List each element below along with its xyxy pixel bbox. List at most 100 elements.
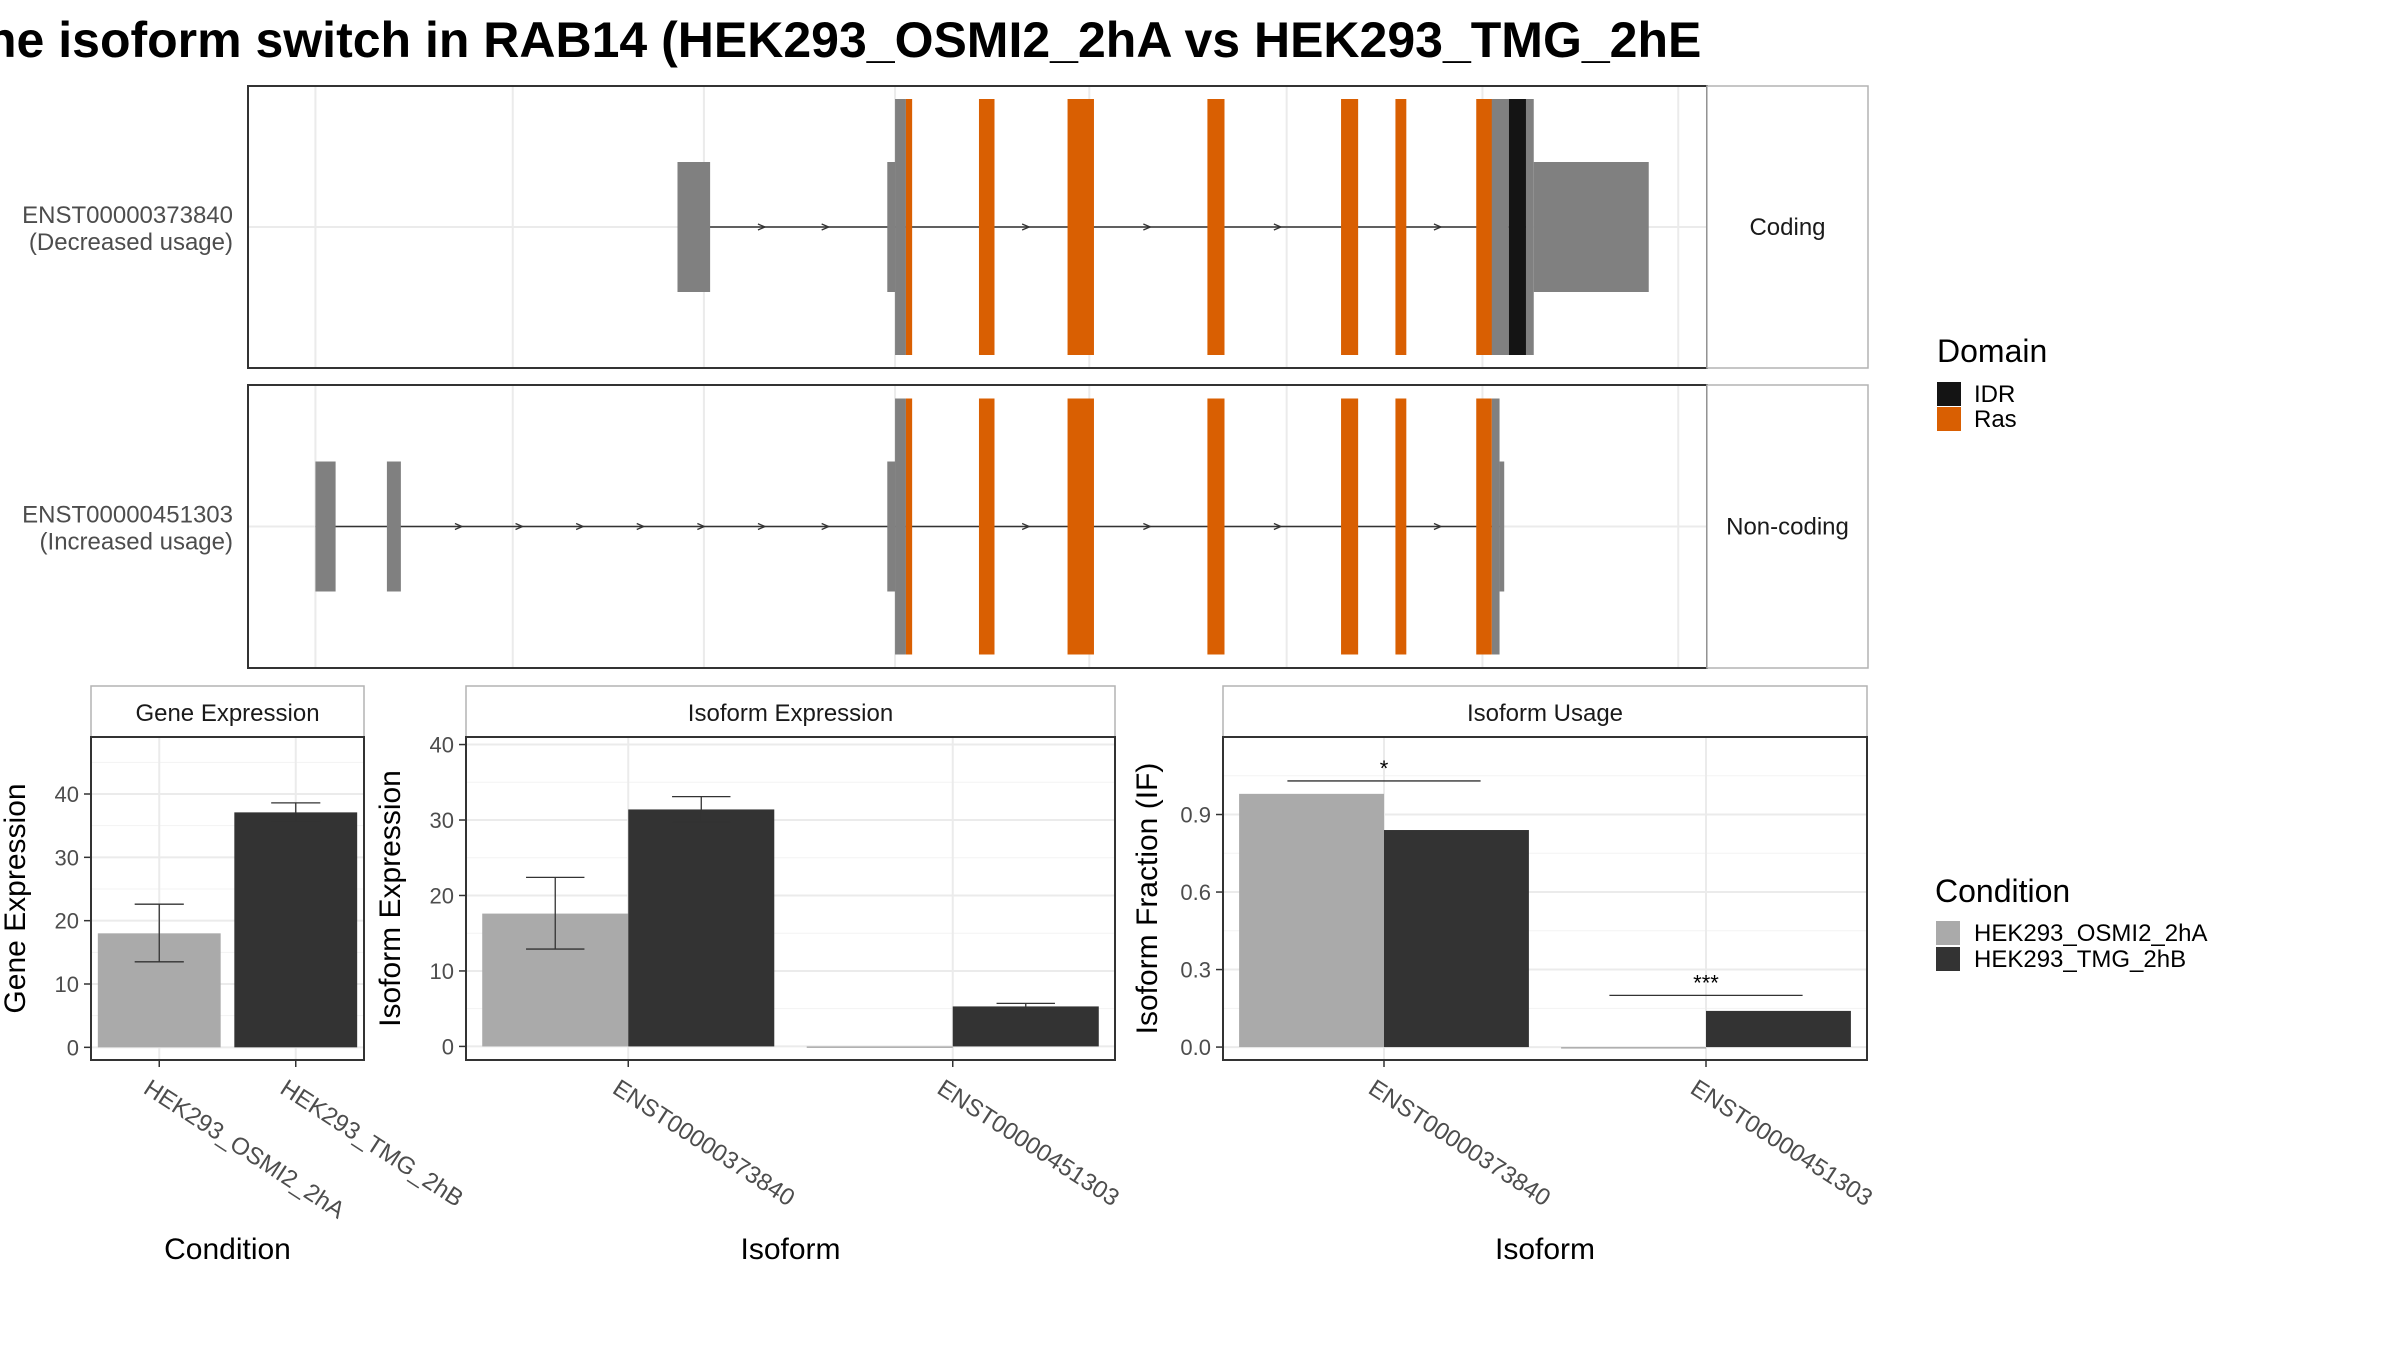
x-axis-label: Isoform bbox=[740, 1233, 840, 1266]
x-tick-label: ENST00000373840 bbox=[1364, 1074, 1556, 1211]
bar-cond_b bbox=[1706, 1010, 1851, 1048]
bar-cond_b bbox=[1384, 830, 1529, 1048]
transcript-panel-ENST00000451303: Non-coding ENST00000451303(Increased usag… bbox=[22, 384, 1869, 669]
strand-arrow bbox=[1273, 223, 1283, 231]
legend-swatch-ras bbox=[1937, 407, 1961, 431]
x-tick-label: ENST00000451303 bbox=[1686, 1074, 1878, 1211]
strand-arrow bbox=[821, 223, 831, 231]
x-axis-label: Condition bbox=[164, 1233, 291, 1266]
coding-label: Non-coding bbox=[1726, 514, 1849, 541]
exon bbox=[315, 461, 336, 592]
bar-cond_a bbox=[1561, 1047, 1706, 1049]
domain-legend-title: Domain bbox=[1937, 333, 2047, 369]
strand-arrow bbox=[697, 522, 707, 531]
legend-swatch-cond_b bbox=[1936, 947, 1960, 971]
strand-arrow bbox=[1433, 223, 1443, 231]
transcript-panel-ENST00000373840: Coding ENST00000373840(Decreased usage) bbox=[22, 85, 1869, 369]
y-tick-label: 10 bbox=[430, 959, 454, 984]
y-tick-label: 0.6 bbox=[1180, 880, 1211, 905]
coding-label: Coding bbox=[1749, 214, 1825, 241]
ras-domain bbox=[1341, 398, 1359, 655]
exon bbox=[1525, 99, 1534, 355]
significance-label: *** bbox=[1693, 970, 1719, 995]
ras-domain bbox=[1476, 398, 1492, 655]
ras-domain bbox=[1067, 99, 1094, 355]
y-tick-label: 0.9 bbox=[1180, 803, 1211, 828]
ras-domain bbox=[1207, 99, 1225, 355]
ras-domain bbox=[905, 99, 913, 355]
y-tick-label: 20 bbox=[55, 909, 79, 934]
ras-domain bbox=[1395, 398, 1407, 655]
panel-title: Isoform Expression bbox=[688, 700, 893, 727]
exon bbox=[1491, 398, 1500, 655]
plot-border bbox=[90, 736, 365, 1061]
legend-label-cond_a: HEK293_OSMI2_2hA bbox=[1974, 920, 2207, 947]
bar-cond_b bbox=[952, 1006, 1099, 1047]
isoform-expression-panel: Isoform Expression 0 10 20 30 40 ENST000003738… bbox=[374, 685, 1124, 1266]
strand-arrow bbox=[515, 522, 525, 531]
ras-domain bbox=[1341, 99, 1359, 355]
ras-domain bbox=[1476, 99, 1492, 355]
y-tick-label: 0.3 bbox=[1180, 958, 1211, 983]
figure-title: he isoform switch in RAB14 (HEK293_OSMI2… bbox=[0, 12, 1701, 68]
panel-title: Isoform Usage bbox=[1467, 700, 1623, 727]
exon bbox=[677, 162, 711, 292]
exon bbox=[1533, 162, 1649, 292]
exon bbox=[895, 398, 906, 655]
legend-label-cond_b: HEK293_TMG_2hB bbox=[1974, 946, 2186, 973]
strand-arrow bbox=[1143, 223, 1153, 231]
plot-border bbox=[465, 736, 1116, 1061]
y-tick-label: 0 bbox=[442, 1034, 454, 1059]
bar-cond_b bbox=[234, 812, 358, 1048]
strand-arrow bbox=[1433, 522, 1443, 531]
idr-domain bbox=[1508, 99, 1526, 355]
panel-strip bbox=[465, 685, 1116, 738]
strand-arrow bbox=[1273, 522, 1283, 531]
exon bbox=[887, 162, 896, 292]
strand-arrow bbox=[636, 522, 646, 531]
plot-border bbox=[1222, 736, 1868, 1061]
strand-arrow bbox=[1143, 522, 1153, 531]
panel-title: Gene Expression bbox=[135, 700, 319, 727]
strand-arrow bbox=[1021, 223, 1031, 231]
isoform-usage-panel: Isoform Usage****0.00.30.60.9ENST0000037… bbox=[1131, 685, 1878, 1266]
legend-swatch-idr bbox=[1937, 382, 1961, 406]
significance-label: * bbox=[1380, 756, 1389, 781]
transcript-id-label: ENST00000373840 bbox=[22, 202, 233, 229]
bar-cond_a bbox=[806, 1046, 953, 1048]
ras-domain bbox=[978, 398, 995, 655]
ras-domain bbox=[1395, 99, 1407, 355]
y-axis-label: Gene Expression bbox=[0, 783, 32, 1013]
y-tick-label: 10 bbox=[55, 972, 79, 997]
legend-label-ras: Ras bbox=[1974, 406, 2017, 433]
coding-strip bbox=[1706, 384, 1869, 669]
strand-arrow bbox=[757, 223, 767, 231]
y-axis-label: Isoform Expression bbox=[374, 770, 407, 1027]
usage-label: (Increased usage) bbox=[40, 529, 233, 556]
transcript-id-label: ENST00000451303 bbox=[22, 502, 233, 529]
y-tick-label: 30 bbox=[55, 845, 79, 870]
y-tick-label: 0 bbox=[67, 1035, 79, 1060]
panel-strip bbox=[1222, 685, 1868, 738]
exon bbox=[895, 99, 906, 355]
usage-label: (Decreased usage) bbox=[29, 229, 233, 256]
x-axis-label: Isoform bbox=[1495, 1233, 1595, 1266]
condition-legend-title: Condition bbox=[1935, 873, 2070, 909]
exon bbox=[887, 461, 896, 592]
y-tick-label: 20 bbox=[430, 883, 454, 908]
bar-cond_a bbox=[1239, 793, 1384, 1048]
y-tick-label: 0.0 bbox=[1180, 1035, 1211, 1060]
ras-domain bbox=[905, 398, 913, 655]
transcript-panels: Coding ENST00000373840(Decreased usage) No… bbox=[22, 85, 1869, 669]
strand-arrow bbox=[1021, 522, 1031, 531]
ras-domain bbox=[1207, 398, 1225, 655]
legend-swatch-cond_a bbox=[1936, 921, 1960, 945]
ras-domain bbox=[1067, 398, 1094, 655]
strand-arrow bbox=[454, 522, 464, 531]
y-tick-label: 30 bbox=[430, 808, 454, 833]
exon bbox=[386, 461, 401, 592]
strand-arrow bbox=[575, 522, 585, 531]
exon bbox=[1499, 461, 1505, 592]
